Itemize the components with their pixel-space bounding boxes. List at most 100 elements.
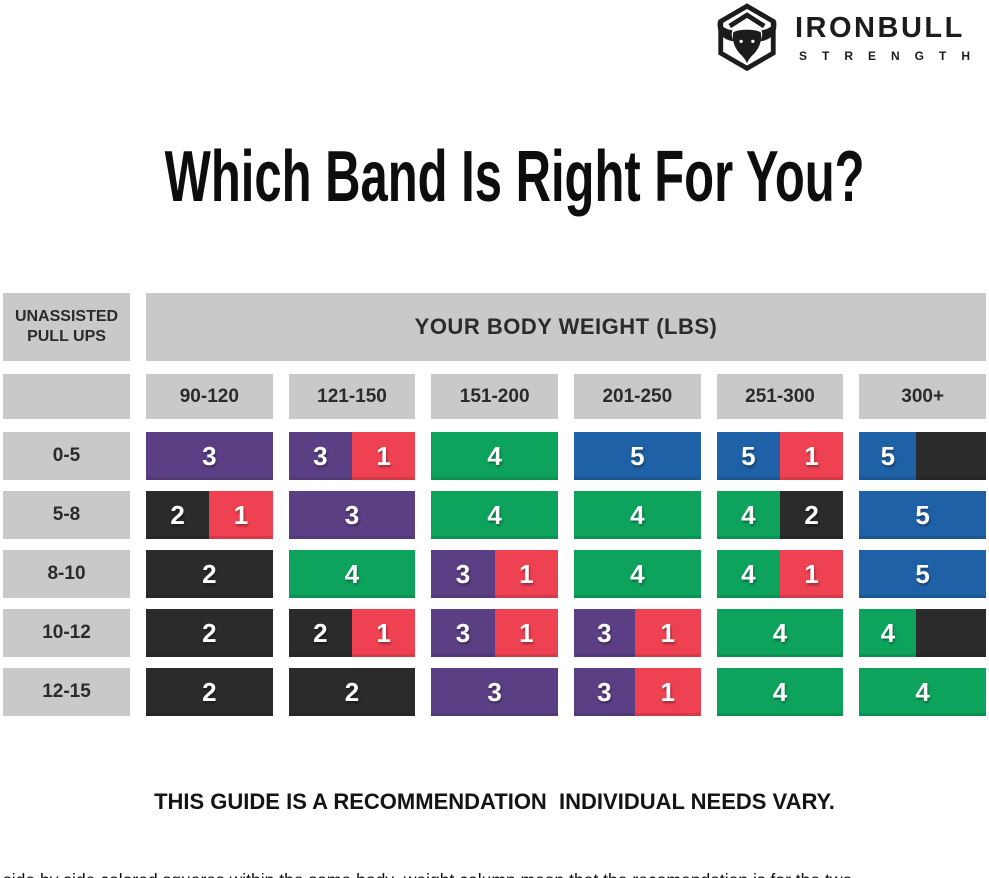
band-recommendation-cell: 3 [288,491,416,539]
band-segment-blue: 5 [716,432,780,480]
weight-column-header: 251-300 [716,374,844,419]
table-row: 8-10 2 4 3 1 4 4 1 5 [3,550,986,598]
band-segment-black [916,609,986,657]
band-segment-red: 1 [351,432,416,480]
band-segment-green: 4 [716,668,844,716]
band-recommendation-cell: 4 [431,432,558,480]
pullups-range-label: 5-8 [3,491,130,539]
band-recommendation-cell: 4 [859,609,986,657]
band-segment-green: 4 [431,432,558,480]
weight-column-header: 201-250 [573,374,701,419]
band-segment-green: 4 [859,609,917,657]
band-segment-black: 2 [146,491,210,539]
weight-column-header: 151-200 [431,374,558,419]
table-row: 10-12 2 2 1 3 1 3 1 4 4 [3,609,986,657]
table-row: 5-8 2 1 3 4 4 4 2 5 [3,491,986,539]
pullups-range-label: 10-12 [3,609,130,657]
band-table-body: 0-5 3 3 1 4 5 5 1 5 5-8 2 1 3 4 4 4 2 5 8-10 2 4 3 1 4 4 1 5 10-12 2… [3,432,986,716]
disclaimer-heading: THIS GUIDE IS A RECOMMENDATION INDIVIDUA… [154,789,835,814]
band-recommendation-cell: 3 [146,432,273,480]
band-recommendation-cell: 4 [716,668,844,716]
band-segment-green: 4 [716,609,844,657]
band-segment-black: 2 [146,668,273,716]
band-recommendation-cell: 4 [859,668,986,716]
brand-tagline: STRENGTH [799,49,985,63]
band-recommendation-cell: 4 [431,491,558,539]
band-segment-red: 1 [351,609,416,657]
band-segment-red: 1 [779,550,844,598]
band-segment-red: 1 [634,668,701,716]
band-segment-red: 1 [209,491,273,539]
page-title: Which Band Is Right For You? [164,137,865,217]
band-recommendation-cell: 4 [573,550,701,598]
band-segment-blue: 5 [573,432,701,480]
band-segment-purple: 3 [431,668,558,716]
band-recommendation-cell: 4 [288,550,416,598]
band-recommendation-cell: 5 [859,491,986,539]
table-row: 0-5 3 3 1 4 5 5 1 5 [3,432,986,480]
pullups-range-label: 8-10 [3,550,130,598]
band-segment-red: 1 [494,550,558,598]
weight-column-header: 90-120 [146,374,273,419]
band-segment-purple: 3 [288,491,416,539]
band-segment-black [916,432,986,480]
band-segment-black: 2 [146,550,273,598]
band-segment-purple: 3 [288,432,352,480]
band-segment-red: 1 [634,609,701,657]
corner-spacer [3,374,130,419]
body-weight-group-header: YOUR BODY WEIGHT (LBS) [146,293,986,361]
band-segment-blue: 5 [859,491,986,539]
band-recommendation-cell: 4 [573,491,701,539]
band-segment-green: 4 [431,491,558,539]
pullups-range-label: 0-5 [3,432,130,480]
band-segment-green: 4 [716,550,780,598]
band-segment-blue: 5 [859,432,917,480]
band-segment-red: 1 [494,609,558,657]
band-recommendation-cell: 2 [288,668,416,716]
band-recommendation-cell: 2 [146,550,273,598]
brand-logo: IRONBULL STRENGTH [711,2,985,78]
disclaimer-note: side by side colored squares within the … [3,823,985,878]
band-segment-purple: 3 [146,432,273,480]
band-recommendation-cell: 4 [716,609,844,657]
disclaimer-note-line1: side by side colored squares within the … [3,869,985,878]
band-recommendation-cell: 5 [573,432,701,480]
band-segment-green: 4 [716,491,780,539]
band-recommendation-table: UNASSISTED PULL UPS YOUR BODY WEIGHT (LB… [3,293,986,727]
weight-column-header: 300+ [859,374,986,419]
band-recommendation-cell: 5 [859,550,986,598]
corner-header: UNASSISTED PULL UPS [3,293,130,361]
band-recommendation-cell: 2 [146,609,273,657]
band-segment-green: 4 [288,550,416,598]
band-segment-green: 4 [573,550,701,598]
weight-column-header: 121-150 [288,374,416,419]
band-segment-green: 4 [859,668,986,716]
brand-name: IRONBULL [795,12,965,44]
band-recommendation-cell: 3 [431,668,558,716]
band-segment-purple: 3 [431,609,495,657]
band-segment-blue: 5 [859,550,986,598]
band-segment-red: 1 [779,432,844,480]
band-segment-black: 2 [146,609,273,657]
brand-wordmark: IRONBULL STRENGTH [795,2,985,64]
band-segment-black: 2 [779,491,844,539]
band-recommendation-cell: 5 [859,432,986,480]
pullups-range-label: 12-15 [3,668,130,716]
weight-columns-row: 90-120 121-150 151-200 201-250 251-300 300+ [3,374,986,419]
table-row: 12-15 2 2 3 3 1 4 4 [3,668,986,716]
band-segment-black: 2 [288,609,352,657]
band-segment-purple: 3 [573,609,635,657]
band-segment-green: 4 [573,491,701,539]
band-recommendation-cell: 2 [146,668,273,716]
band-segment-purple: 3 [431,550,495,598]
